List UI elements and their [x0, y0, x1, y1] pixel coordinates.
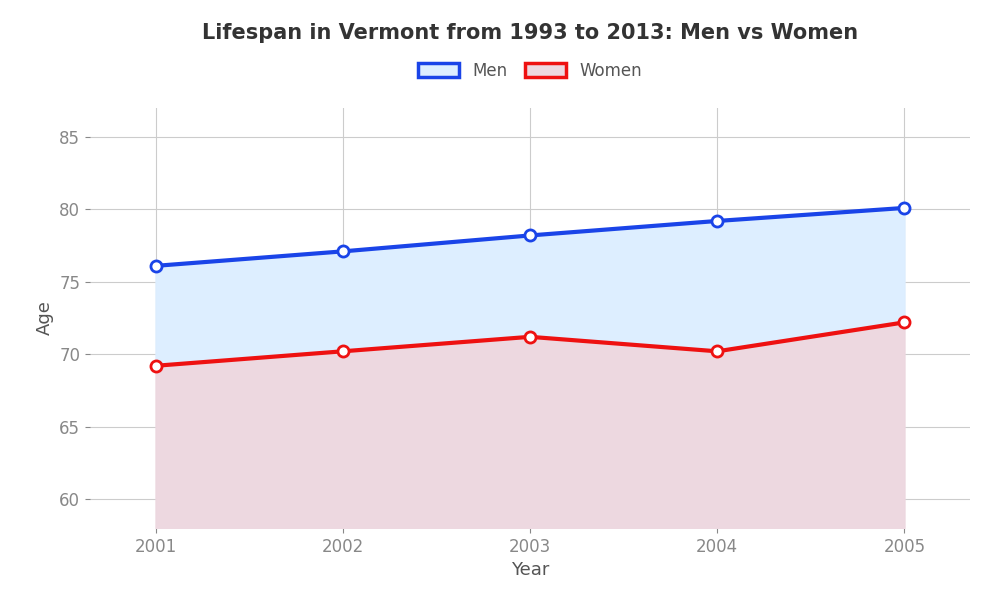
Y-axis label: Age: Age — [36, 301, 54, 335]
Legend: Men, Women: Men, Women — [418, 62, 642, 80]
Title: Lifespan in Vermont from 1993 to 2013: Men vs Women: Lifespan in Vermont from 1993 to 2013: M… — [202, 23, 858, 43]
X-axis label: Year: Year — [511, 561, 549, 579]
